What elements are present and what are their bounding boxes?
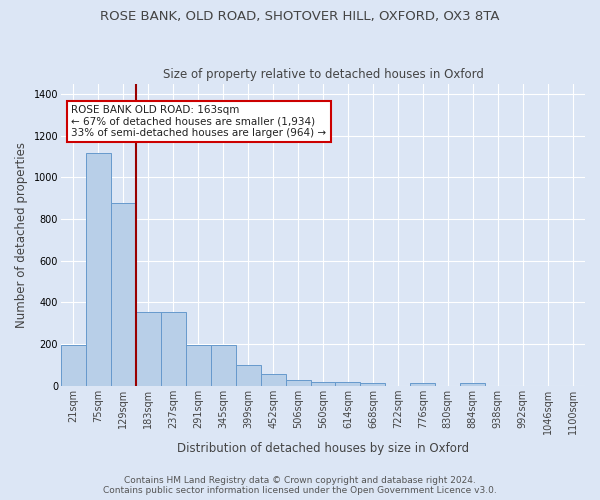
- Bar: [311, 382, 335, 386]
- Bar: [460, 383, 485, 386]
- Title: Size of property relative to detached houses in Oxford: Size of property relative to detached ho…: [163, 68, 484, 81]
- Bar: [211, 346, 236, 386]
- Bar: [260, 374, 286, 386]
- Bar: [136, 312, 161, 386]
- Bar: [61, 344, 86, 386]
- Text: ROSE BANK OLD ROAD: 163sqm
← 67% of detached houses are smaller (1,934)
33% of s: ROSE BANK OLD ROAD: 163sqm ← 67% of deta…: [71, 104, 326, 138]
- Bar: [286, 380, 311, 386]
- Bar: [410, 382, 435, 386]
- Text: Contains HM Land Registry data © Crown copyright and database right 2024.
Contai: Contains HM Land Registry data © Crown c…: [103, 476, 497, 495]
- Bar: [361, 382, 385, 386]
- Y-axis label: Number of detached properties: Number of detached properties: [15, 142, 28, 328]
- Bar: [186, 346, 211, 386]
- Bar: [236, 366, 260, 386]
- X-axis label: Distribution of detached houses by size in Oxford: Distribution of detached houses by size …: [177, 442, 469, 455]
- Bar: [86, 152, 111, 386]
- Bar: [111, 203, 136, 386]
- Text: ROSE BANK, OLD ROAD, SHOTOVER HILL, OXFORD, OX3 8TA: ROSE BANK, OLD ROAD, SHOTOVER HILL, OXFO…: [100, 10, 500, 23]
- Bar: [161, 312, 186, 386]
- Bar: [335, 382, 361, 386]
